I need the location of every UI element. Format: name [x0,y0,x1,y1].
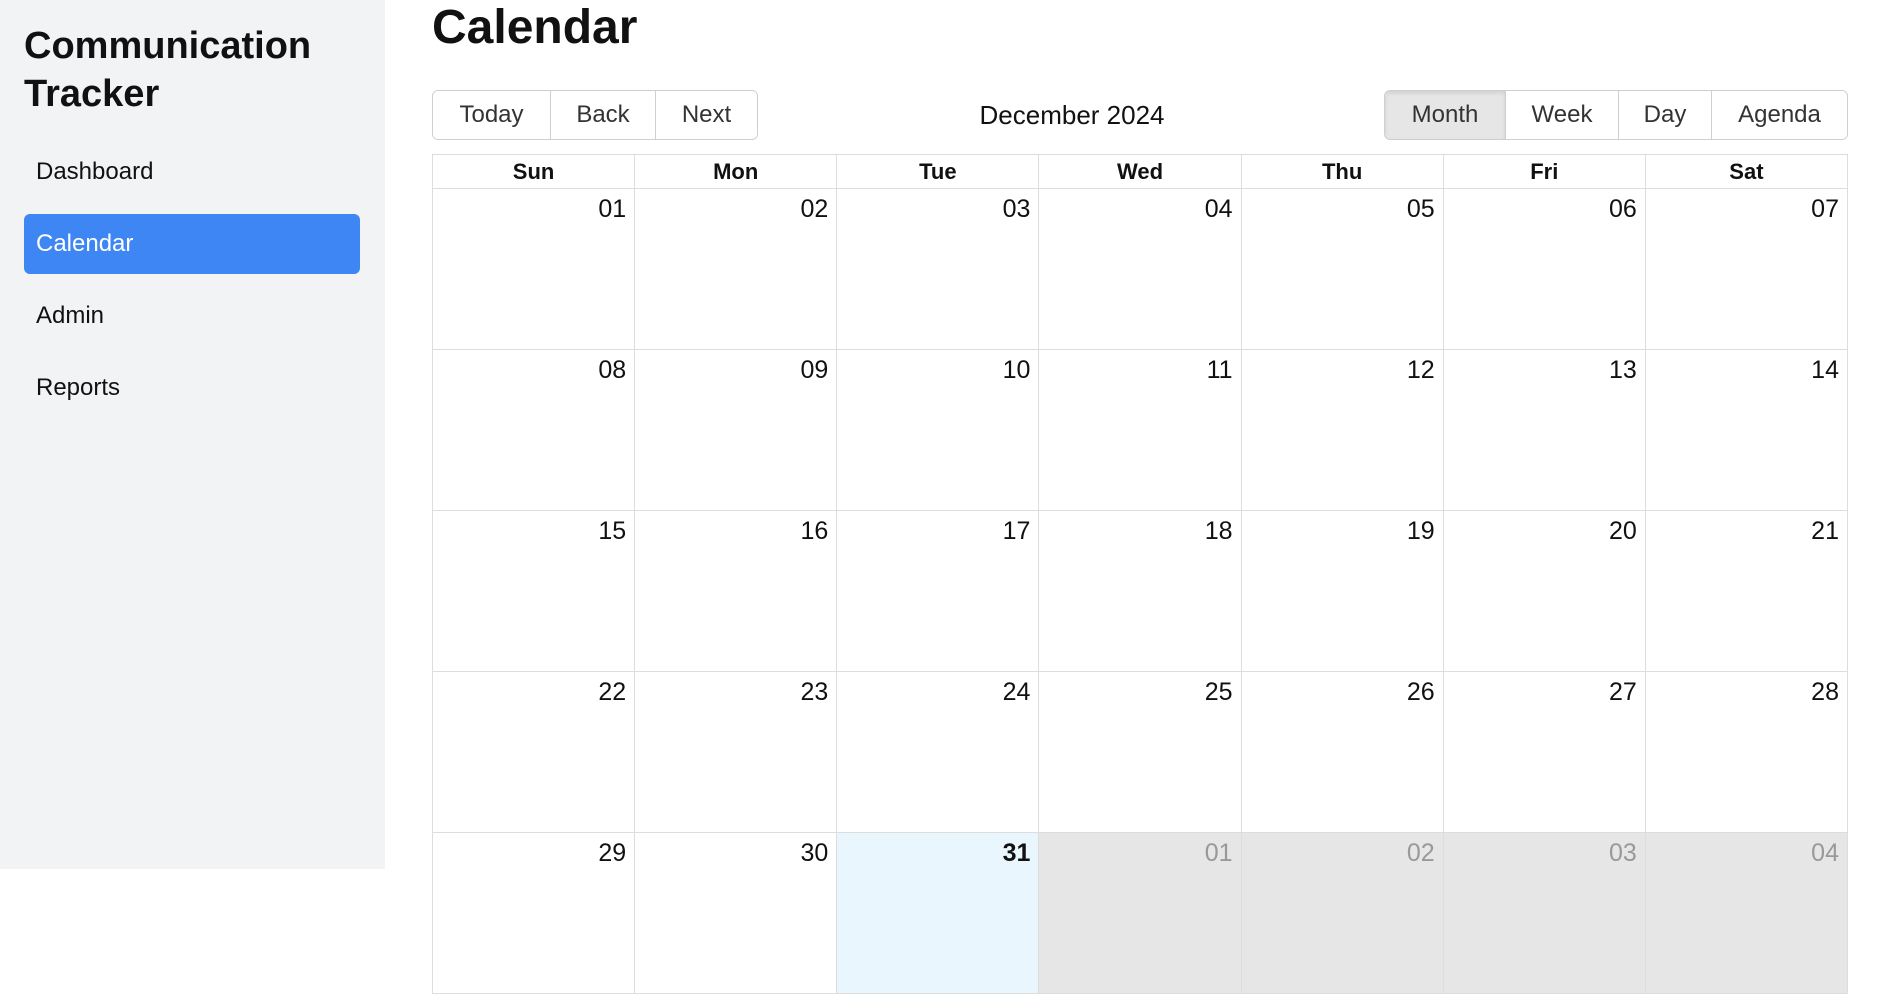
day-cell[interactable]: 12 [1242,350,1444,510]
day-cell[interactable]: 17 [837,511,1040,671]
day-cell[interactable]: 18 [1039,511,1242,671]
day-cell-off-range[interactable]: 01 [1039,833,1242,993]
app-title-line-1: Communication [24,25,312,67]
day-cell[interactable]: 23 [635,672,838,832]
day-cell[interactable]: 04 [1039,189,1242,349]
view-button-group: Month Week Day Agenda [1384,90,1848,140]
sidebar-item-admin[interactable]: Admin [36,302,105,329]
day-cell[interactable]: 29 [433,833,636,993]
page-title: Calendar [432,1,638,54]
day-cell[interactable]: 14 [1811,356,1839,384]
day-cell[interactable]: 25 [1039,672,1242,832]
day-cell[interactable]: 07 [1811,195,1839,223]
weekday-header: Wed [1039,155,1242,188]
app-title-line-2: Tracker [24,73,160,115]
day-cell[interactable]: 22 [433,672,636,832]
day-cell[interactable]: 15 [433,511,636,671]
day-cell-off-range[interactable]: 02 [1241,833,1444,993]
view-week-button[interactable]: Week [1506,91,1619,139]
day-cell[interactable]: 01 [433,189,636,349]
calendar-week-row: 29 30 31 01 02 03 04 [433,833,1847,994]
app-title: Communication Tracker [24,22,364,118]
day-cell-today[interactable]: 31 [837,833,1040,993]
calendar-week-row: 22 23 24 25 26 27 28 [433,672,1847,833]
current-month-label: December 2024 [979,100,1165,130]
day-cell[interactable]: 06 [1444,189,1646,349]
day-cell[interactable]: 26 [1242,672,1444,832]
main-content: Calendar Today Back Next December 2024 M… [432,0,1848,994]
weekday-header: Fri [1444,155,1646,188]
day-cell[interactable]: 05 [1242,189,1444,349]
sidebar-nav: Dashboard Calendar Admin Reports [24,142,360,430]
day-cell[interactable]: 27 [1444,672,1646,832]
day-cell[interactable]: 20 [1444,511,1646,671]
day-cell[interactable]: 28 [1811,678,1839,706]
calendar-week-row: 08 09 10 11 12 13 14 [433,350,1847,511]
sidebar-item-calendar[interactable]: Calendar [24,214,360,274]
weekday-header: Tue [837,155,1040,188]
day-cell[interactable]: 13 [1444,350,1646,510]
month-calendar: Sun Mon Tue Wed Thu Fri Sat 01 02 03 04 … [432,154,1848,994]
view-day-button[interactable]: Day [1619,91,1712,139]
day-cell-off-range[interactable]: 04 [1645,833,1847,993]
day-cell[interactable]: 09 [635,350,838,510]
sidebar-item-reports[interactable]: Reports [36,374,121,401]
day-cell[interactable]: 30 [635,833,838,993]
navigation-button-group: Today Back Next [432,90,758,140]
today-button[interactable]: Today [433,91,551,139]
weekday-header: Sun [433,155,636,188]
calendar-week-row: 15 16 17 18 19 20 21 [433,511,1847,672]
day-cell[interactable]: 16 [635,511,838,671]
day-cell[interactable]: 02 [635,189,838,349]
back-button[interactable]: Back [551,91,656,139]
view-agenda-button[interactable]: Agenda [1712,91,1847,139]
sidebar: Communication Tracker Dashboard Calendar… [0,0,385,869]
weekday-header: Mon [635,155,838,188]
weekday-header: Thu [1242,155,1444,188]
day-cell[interactable]: 10 [837,350,1040,510]
day-cell[interactable]: 19 [1242,511,1444,671]
sidebar-item-dashboard[interactable]: Dashboard [36,158,154,185]
day-cell[interactable]: 21 [1811,517,1839,545]
day-cell-off-range[interactable]: 03 [1443,833,1646,993]
next-button[interactable]: Next [656,91,757,139]
day-cell[interactable]: 11 [1039,350,1242,510]
day-cell[interactable]: 24 [837,672,1040,832]
view-month-button[interactable]: Month [1385,91,1506,139]
day-cell[interactable]: 03 [837,189,1040,349]
calendar-week-row: 01 02 03 04 05 06 07 [433,189,1847,350]
day-cell[interactable]: 08 [433,350,636,510]
weekday-header-row: Sun Mon Tue Wed Thu Fri Sat [433,155,1847,189]
weekday-header: Sat [1729,159,1764,184]
